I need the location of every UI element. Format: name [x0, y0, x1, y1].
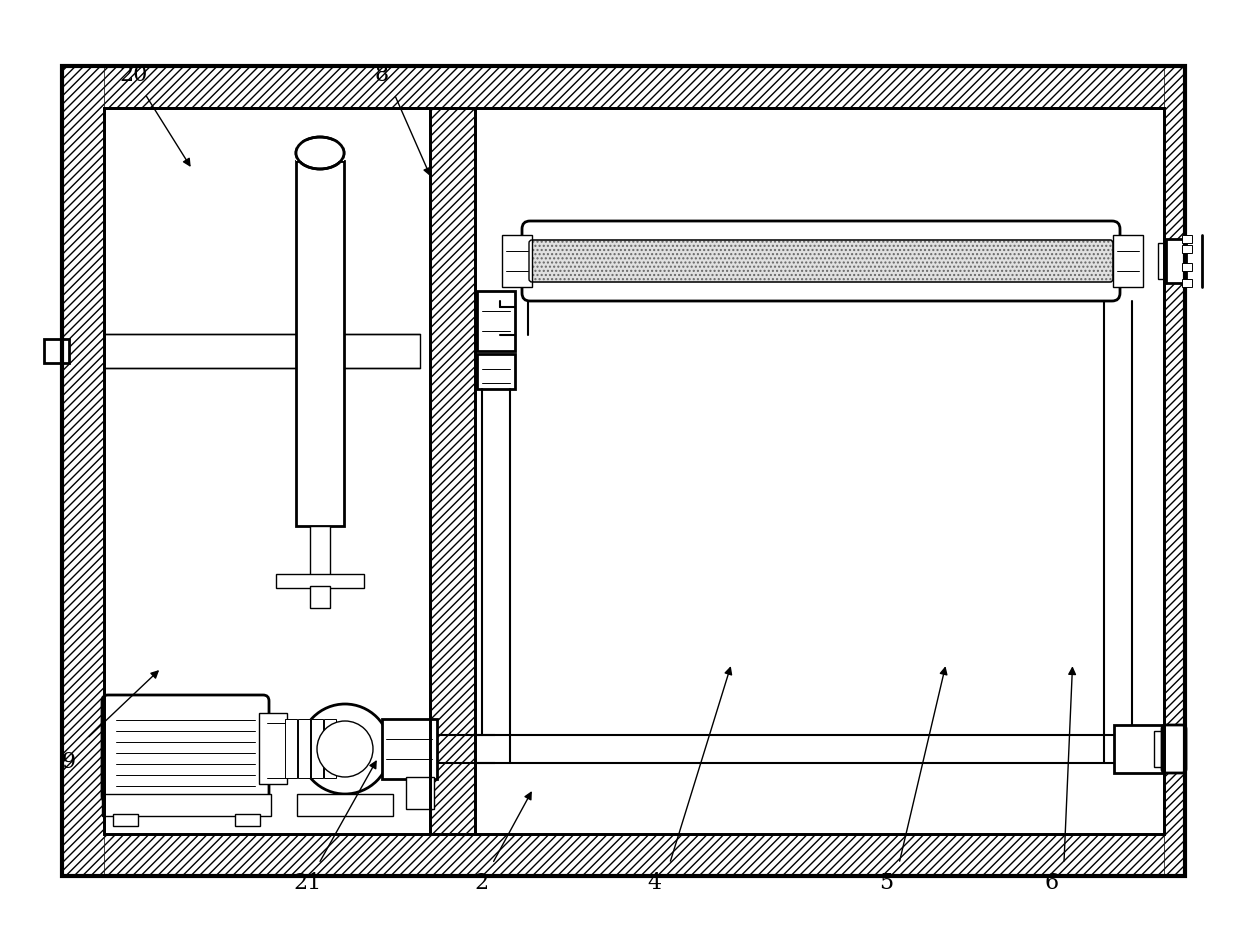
Bar: [475, 108, 1164, 834]
Bar: [324, 719, 336, 778]
Bar: [1166, 239, 1185, 283]
FancyBboxPatch shape: [522, 221, 1120, 301]
Bar: [104, 108, 1164, 834]
Bar: [477, 291, 515, 351]
Bar: [310, 526, 330, 581]
Text: 9: 9: [61, 751, 76, 774]
Text: 21: 21: [294, 871, 321, 894]
Bar: [310, 586, 330, 608]
Bar: [1154, 731, 1172, 767]
Bar: [62, 834, 1185, 876]
Bar: [105, 109, 429, 833]
Bar: [476, 109, 1163, 833]
Bar: [285, 719, 298, 778]
Text: 5: 5: [879, 871, 894, 894]
Bar: [382, 719, 436, 779]
Bar: [298, 794, 393, 816]
Ellipse shape: [296, 137, 343, 169]
Bar: [1158, 243, 1176, 279]
Circle shape: [300, 704, 391, 794]
Bar: [104, 108, 1164, 834]
Bar: [430, 108, 475, 834]
Bar: [405, 777, 434, 809]
Bar: [104, 334, 420, 368]
FancyBboxPatch shape: [102, 695, 269, 802]
Bar: [296, 161, 343, 526]
Bar: [298, 719, 310, 778]
Text: 8: 8: [374, 64, 389, 87]
Bar: [1182, 263, 1192, 271]
Bar: [1114, 725, 1164, 773]
Bar: [113, 814, 138, 826]
Text: 4: 4: [647, 871, 662, 894]
Bar: [311, 719, 322, 778]
Bar: [1182, 235, 1192, 243]
Text: 6: 6: [1044, 871, 1059, 894]
Bar: [430, 108, 475, 834]
Text: 2: 2: [474, 871, 489, 894]
Bar: [477, 354, 515, 389]
Bar: [259, 713, 286, 784]
Bar: [102, 794, 272, 816]
Bar: [1164, 66, 1185, 876]
Bar: [43, 339, 69, 363]
Text: 20: 20: [120, 64, 148, 87]
Bar: [62, 66, 1185, 876]
Bar: [502, 235, 532, 287]
Bar: [500, 307, 528, 335]
Bar: [277, 574, 365, 588]
Bar: [236, 814, 260, 826]
Bar: [1114, 235, 1143, 287]
Circle shape: [317, 721, 373, 777]
Bar: [104, 108, 430, 834]
FancyBboxPatch shape: [529, 240, 1114, 282]
FancyBboxPatch shape: [1162, 725, 1185, 773]
Bar: [296, 141, 343, 161]
Bar: [1182, 245, 1192, 253]
Bar: [1182, 279, 1192, 287]
Bar: [62, 66, 1185, 108]
Bar: [62, 66, 104, 876]
